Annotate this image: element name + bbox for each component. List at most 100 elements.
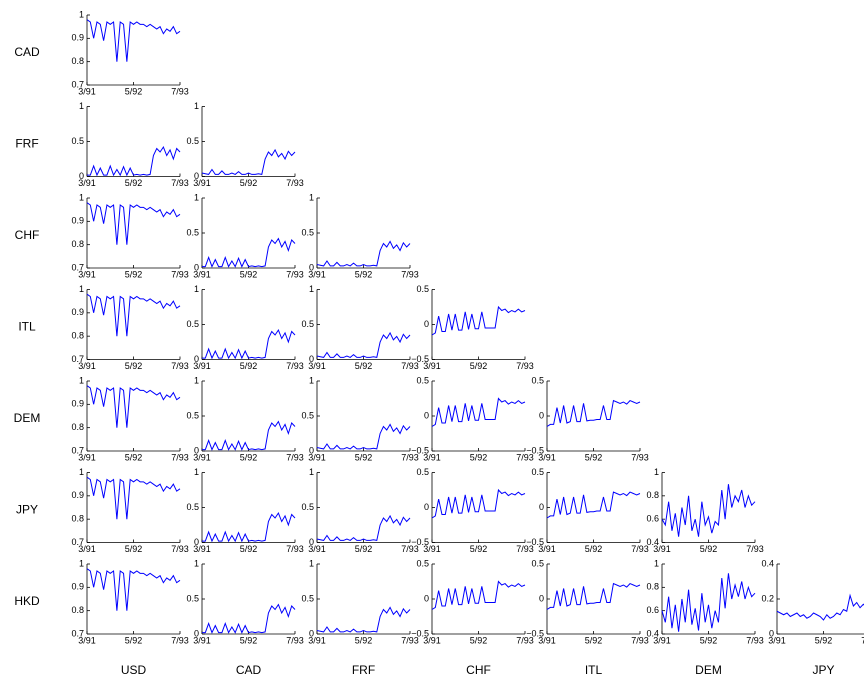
y-tick-label: 0.5 bbox=[301, 502, 314, 512]
series-line bbox=[86, 385, 181, 428]
series-line bbox=[86, 568, 181, 611]
y-tick-label: 0.5 bbox=[186, 593, 199, 603]
x-tick-label: 5/92 bbox=[240, 178, 258, 188]
y-tick-label: 0.4 bbox=[761, 558, 774, 568]
x-tick-label: 3/91 bbox=[538, 635, 556, 645]
y-tick-label: 1 bbox=[79, 375, 84, 385]
x-tick-label: 7/93 bbox=[516, 361, 534, 371]
y-tick-label: 0 bbox=[309, 628, 314, 638]
x-tick-label: 3/91 bbox=[423, 452, 441, 462]
series-line bbox=[431, 305, 526, 336]
y-tick-label: 0 bbox=[194, 628, 199, 638]
x-tick-label: 7/93 bbox=[516, 635, 534, 645]
y-tick-label: 0.5 bbox=[531, 558, 544, 568]
y-tick-label: 0.8 bbox=[646, 490, 659, 500]
y-tick-label: 0 bbox=[309, 354, 314, 364]
y-tick-label: 0.5 bbox=[416, 467, 429, 477]
y-tick-label: 1 bbox=[309, 192, 314, 202]
series-line bbox=[316, 331, 411, 358]
y-tick-label: 0.9 bbox=[71, 216, 84, 226]
y-tick-label: 0 bbox=[79, 171, 84, 181]
series-line bbox=[86, 19, 181, 62]
x-tick-label: 7/93 bbox=[631, 452, 649, 462]
y-tick-label: 0.8 bbox=[71, 56, 84, 66]
x-tick-label: 7/93 bbox=[286, 361, 304, 371]
y-tick-label: 0.9 bbox=[71, 33, 84, 43]
y-tick-label: 0 bbox=[194, 262, 199, 272]
column-label: ITL bbox=[585, 663, 603, 677]
y-tick-label: 1 bbox=[194, 101, 199, 111]
y-tick-label: 1 bbox=[654, 558, 659, 568]
y-tick-label: 1 bbox=[194, 467, 199, 477]
x-tick-label: 7/93 bbox=[171, 269, 189, 279]
series-line bbox=[202, 603, 296, 634]
x-tick-label: 3/91 bbox=[193, 635, 211, 645]
y-tick-label: 0 bbox=[194, 537, 199, 547]
x-tick-label: 3/91 bbox=[423, 361, 441, 371]
x-tick-label: 5/92 bbox=[355, 635, 373, 645]
y-tick-label: −0.5 bbox=[411, 354, 429, 364]
y-tick-label: 0.8 bbox=[71, 422, 84, 432]
y-tick-label: 1 bbox=[79, 284, 84, 294]
y-tick-label: 1 bbox=[79, 9, 84, 19]
x-tick-label: 5/92 bbox=[470, 452, 488, 462]
x-tick-label: 5/92 bbox=[125, 86, 143, 96]
y-tick-label: 0 bbox=[769, 628, 774, 638]
y-tick-label: 1 bbox=[194, 284, 199, 294]
x-tick-label: 7/93 bbox=[171, 544, 189, 554]
x-tick-label: 3/91 bbox=[193, 361, 211, 371]
x-tick-label: 5/92 bbox=[700, 635, 718, 645]
x-tick-label: 3/91 bbox=[308, 452, 326, 462]
y-tick-label: 1 bbox=[79, 467, 84, 477]
y-tick-label: 0.6 bbox=[646, 605, 659, 615]
x-tick-label: 7/93 bbox=[171, 86, 189, 96]
x-tick-label: 7/93 bbox=[401, 361, 419, 371]
y-tick-label: 0.9 bbox=[71, 399, 84, 409]
y-tick-label: 0.6 bbox=[646, 514, 659, 524]
y-tick-label: 0.4 bbox=[646, 537, 659, 547]
x-tick-label: 7/93 bbox=[401, 544, 419, 554]
series-line bbox=[202, 237, 296, 268]
y-tick-label: 0.4 bbox=[646, 628, 659, 638]
y-tick-label: 0.7 bbox=[71, 262, 84, 272]
y-tick-label: 0.5 bbox=[301, 227, 314, 237]
x-tick-label: 5/92 bbox=[240, 635, 258, 645]
y-tick-label: 0.5 bbox=[531, 467, 544, 477]
series-line bbox=[86, 202, 181, 245]
x-tick-label: 5/92 bbox=[240, 544, 258, 554]
x-tick-label: 7/93 bbox=[861, 635, 864, 645]
x-tick-label: 7/93 bbox=[516, 544, 534, 554]
x-tick-label: 3/91 bbox=[78, 544, 96, 554]
x-tick-label: 3/91 bbox=[78, 269, 96, 279]
x-tick-label: 5/92 bbox=[240, 361, 258, 371]
x-tick-label: 5/92 bbox=[700, 544, 718, 554]
x-tick-label: 5/92 bbox=[355, 452, 373, 462]
series-line bbox=[316, 514, 411, 541]
series-line bbox=[431, 580, 526, 610]
y-tick-label: −0.5 bbox=[411, 445, 429, 455]
row-label: ITL bbox=[18, 320, 36, 334]
y-tick-label: 0 bbox=[539, 502, 544, 512]
column-label: DEM bbox=[695, 663, 722, 677]
y-tick-label: 0.5 bbox=[301, 319, 314, 329]
y-tick-label: 1 bbox=[194, 375, 199, 385]
y-tick-label: 0.5 bbox=[416, 558, 429, 568]
x-tick-label: 7/93 bbox=[746, 635, 764, 645]
y-tick-label: 1 bbox=[309, 284, 314, 294]
x-tick-label: 3/91 bbox=[78, 635, 96, 645]
x-tick-label: 3/91 bbox=[308, 635, 326, 645]
x-tick-label: 7/93 bbox=[401, 452, 419, 462]
y-tick-label: −0.5 bbox=[411, 628, 429, 638]
x-tick-label: 3/91 bbox=[653, 635, 671, 645]
y-tick-label: 0 bbox=[194, 445, 199, 455]
row-label: CAD bbox=[14, 45, 40, 59]
series-line bbox=[546, 491, 641, 519]
x-tick-label: 7/93 bbox=[171, 452, 189, 462]
y-tick-label: 0.5 bbox=[531, 375, 544, 385]
row-label: JPY bbox=[16, 503, 38, 517]
x-tick-label: 5/92 bbox=[470, 544, 488, 554]
x-tick-label: 7/93 bbox=[516, 452, 534, 462]
series-line bbox=[202, 329, 296, 360]
x-tick-label: 3/91 bbox=[653, 544, 671, 554]
x-tick-label: 3/91 bbox=[538, 544, 556, 554]
